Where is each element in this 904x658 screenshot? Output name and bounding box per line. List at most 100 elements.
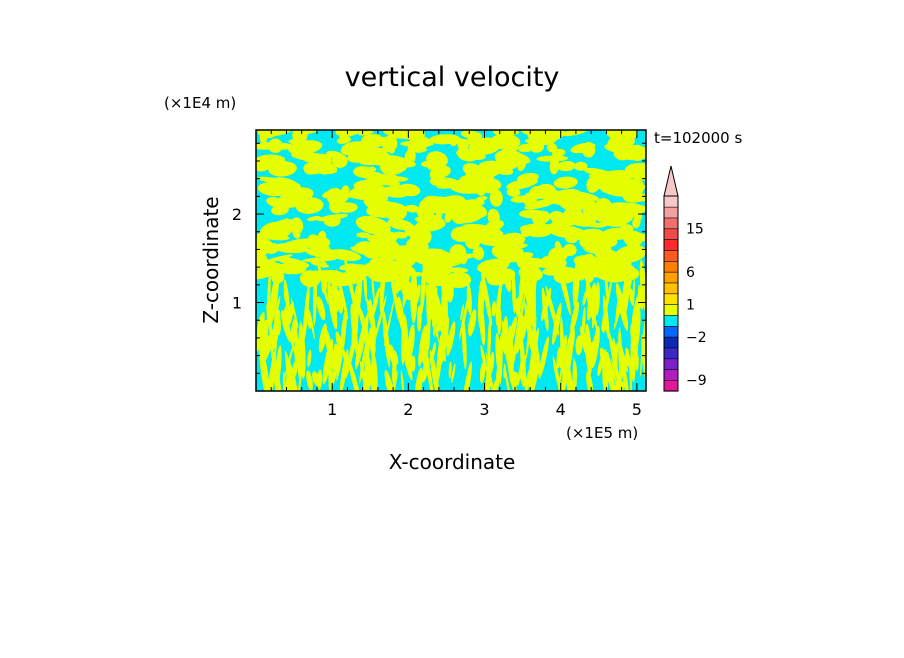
field-patch <box>363 269 368 302</box>
field-patch <box>570 301 580 333</box>
colorbar-segment <box>663 217 679 230</box>
field-patch <box>369 327 375 358</box>
field-patch <box>632 278 635 304</box>
field-patch <box>268 138 283 154</box>
field-patch <box>433 297 438 337</box>
field-patch <box>546 143 558 153</box>
field-patch <box>427 163 436 171</box>
field-patch <box>274 313 282 336</box>
field-patch <box>612 342 619 380</box>
field-patch <box>597 353 604 377</box>
field-patch <box>307 234 319 245</box>
field-patch <box>371 295 387 351</box>
field-patch <box>606 202 638 208</box>
time-label: t=102000 s <box>654 129 742 147</box>
field-patch <box>327 282 338 330</box>
field-patch <box>625 264 634 307</box>
field-patch <box>363 199 375 206</box>
field-patch <box>488 270 504 286</box>
colorbar-tick-label: 15 <box>686 222 704 238</box>
field-patch <box>487 208 500 226</box>
field-patch <box>536 155 569 162</box>
colorbar-segment <box>663 260 679 273</box>
colorbar-segment <box>663 325 679 338</box>
field-patch <box>275 219 296 228</box>
field-patch <box>356 232 371 239</box>
field-patch <box>333 347 339 366</box>
field-patch <box>358 184 380 201</box>
field-patch <box>541 287 549 332</box>
colorbar-segment <box>663 293 679 305</box>
field-patch <box>613 295 623 330</box>
field-patch <box>331 153 348 168</box>
field-patch <box>572 360 578 391</box>
field-patch <box>517 157 527 172</box>
colorbar-segment <box>663 271 679 284</box>
field-patch <box>462 199 485 207</box>
field-patch <box>406 131 419 137</box>
field-patch <box>602 295 610 339</box>
field-patch <box>379 200 395 207</box>
field-patch <box>327 190 349 205</box>
field-patch <box>451 363 456 383</box>
field-patch <box>629 358 632 391</box>
field-patch <box>302 257 338 263</box>
field-patch <box>524 301 532 353</box>
colorbar-segment <box>663 249 679 262</box>
field-patch <box>357 217 371 228</box>
field-patch <box>366 205 386 218</box>
field-patch <box>294 322 298 372</box>
field-patch <box>529 185 545 199</box>
field-patch <box>614 178 631 191</box>
chart-title: vertical velocity <box>345 62 560 93</box>
field-patch <box>263 334 272 361</box>
field-patch <box>553 176 578 189</box>
field-patch <box>427 203 463 214</box>
colorbar-segment <box>663 336 679 349</box>
field-patch <box>507 325 514 385</box>
field-patch <box>487 318 492 363</box>
field-patch <box>565 327 575 362</box>
field-patch <box>607 351 613 378</box>
field-patch <box>605 360 610 391</box>
field-patch <box>414 248 450 266</box>
field-patch <box>294 361 304 391</box>
x-tick-label: 4 <box>556 400 566 419</box>
field-patch <box>274 345 282 390</box>
field-patch <box>345 324 359 379</box>
field-patch <box>350 246 377 256</box>
field-patch <box>404 204 420 213</box>
colorbar-segment <box>663 347 679 360</box>
field-patch <box>389 245 422 261</box>
field-patch <box>460 304 464 321</box>
field-patch <box>461 361 472 391</box>
field-patch <box>632 216 641 229</box>
field-patch <box>439 134 447 143</box>
x-tick-label: 2 <box>403 400 413 419</box>
field-patch <box>561 221 571 232</box>
field-patch <box>446 271 472 289</box>
field-patch <box>360 137 374 150</box>
field-patch <box>631 288 643 327</box>
field-patch <box>436 333 443 383</box>
field-patch <box>299 270 321 288</box>
y-axis-label: Z-coordinate <box>199 196 223 323</box>
field-patch <box>519 209 545 219</box>
field-patch <box>389 222 401 228</box>
field-patch <box>582 290 588 306</box>
field-patch <box>307 349 312 367</box>
field-patch <box>569 226 577 233</box>
field-patch <box>371 275 375 302</box>
colorbar-segment <box>663 369 679 381</box>
field-patch <box>413 288 418 309</box>
field-patch <box>271 204 289 216</box>
field-patch <box>624 162 646 178</box>
x-tick-label: 5 <box>632 400 642 419</box>
field-patch <box>416 204 435 219</box>
colorbar: 15 6 1 −2 −9 <box>663 165 707 392</box>
field-patch <box>358 170 392 183</box>
field-patch <box>274 295 281 321</box>
field-patch <box>468 309 477 337</box>
field-patch <box>499 341 503 385</box>
field-patch <box>328 249 361 262</box>
